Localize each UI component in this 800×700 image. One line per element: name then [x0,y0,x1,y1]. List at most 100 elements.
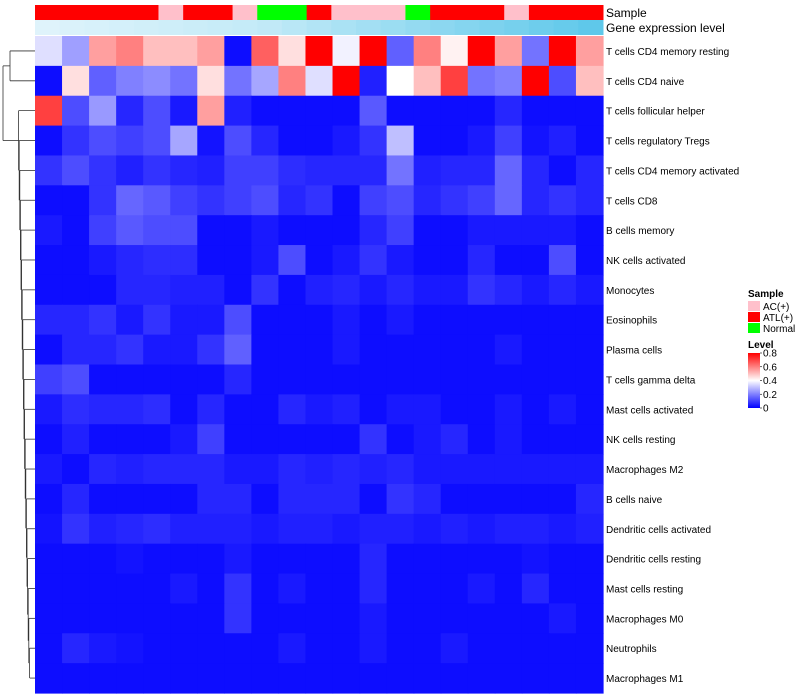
heatmap-cell [116,304,144,336]
heatmap-cell [170,663,198,694]
heatmap-cell [197,454,225,485]
heatmap-cell [278,65,307,97]
heatmap-cell [521,95,550,127]
heatmap-cell [251,483,280,515]
heatmap-cell [494,573,523,605]
heatmap-cell [332,95,361,127]
heatmap-cell [386,334,415,366]
heatmap-cell [521,304,550,336]
heatmap-cell [521,633,550,664]
heatmap-cell [143,274,171,306]
sample-annotation-cell [504,5,530,20]
heatmap-cell [89,304,117,336]
heatmap-cell [386,454,415,485]
heatmap-cell [332,215,361,246]
heatmap-cell [386,633,415,664]
heatmap-cell [89,663,117,694]
heatmap-cell [548,36,577,67]
heatmap-cell [251,185,280,216]
row-label: NK cells activated [606,256,685,267]
heatmap-cell [197,304,225,336]
heatmap-cell [575,245,604,276]
row-label: Plasma cells [606,346,662,357]
heatmap-cell [386,95,415,127]
heatmap-cell [521,483,550,515]
heatmap-cell [62,394,90,425]
heatmap-cell [89,424,117,455]
heatmap-cell [386,424,415,455]
heatmap-cell [35,155,63,186]
heatmap-cell [359,513,388,545]
heatmap-cell [386,215,415,246]
heatmap-cell [548,663,577,694]
heatmap-cell [413,185,442,216]
heatmap-cell [62,215,90,246]
heatmap-cell [197,603,225,634]
heatmap-cell [224,304,252,336]
heatmap-cell [575,95,604,127]
heatmap-cell [251,215,280,246]
heatmap-cell [197,483,225,515]
heatmap-cell [494,274,523,306]
level-legend-tick-label: 0.2 [763,390,777,401]
heatmap-cell [305,633,334,664]
heatmap-cell [170,65,198,97]
heatmap-cell [575,36,604,67]
heatmap-cell [116,424,144,455]
heatmap-cell [521,274,550,306]
heatmap-cell [494,215,523,246]
heatmap-cell [359,95,388,127]
heatmap-cell [494,185,523,216]
gene-expression-annotation-cell [528,20,555,35]
heatmap-cell [413,573,442,605]
heatmap-cell [440,663,469,694]
heatmap-cell [440,573,469,605]
heatmap-cell [116,483,144,515]
heatmap-cell [143,245,171,276]
heatmap-cell [278,36,307,67]
heatmap-cell [35,245,63,276]
heatmap-cell [89,454,117,485]
heatmap-cell [494,95,523,127]
heatmap-cell [359,36,388,67]
heatmap-cell [116,573,144,605]
heatmap-cell [386,36,415,67]
heatmap-cell [440,185,469,216]
heatmap-cell [575,513,604,545]
gene-expression-annotation-cell [183,20,209,35]
heatmap-cell [116,334,144,366]
heatmap-cell [494,364,523,395]
sample-annotation-cell [232,5,258,20]
heatmap-cell [548,424,577,455]
heatmap-cell [278,394,307,425]
sample-annotation-cell [479,5,505,20]
heatmap-cell [62,36,90,67]
heatmap-cell [224,65,252,97]
gene-expression-annotation-cell [504,20,530,35]
heatmap-cell [143,663,171,694]
heatmap-cell [548,304,577,336]
heatmap-cell [386,573,415,605]
heatmap-cell [440,513,469,545]
heatmap-cell [35,274,63,306]
heatmap-cell [467,603,496,634]
sample-legend-label: Normal [763,324,795,335]
heatmap-cell [575,215,604,246]
heatmap-cell [413,603,442,634]
heatmap-cell [575,274,604,306]
row-label: T cells regulatory Tregs [606,137,710,148]
heatmap-cell [521,424,550,455]
heatmap-cell [197,543,225,575]
heatmap-cell [413,95,442,127]
heatmap-cell [521,663,550,694]
heatmap-cell [224,394,252,425]
heatmap-cell [89,513,117,545]
gene-expression-annotation-cell [578,20,604,35]
heatmap-cell [278,603,307,634]
heatmap-cell [89,95,117,127]
heatmap-cell [521,245,550,276]
heatmap-cell [143,334,171,366]
gene-expression-annotation-cell [35,20,61,35]
